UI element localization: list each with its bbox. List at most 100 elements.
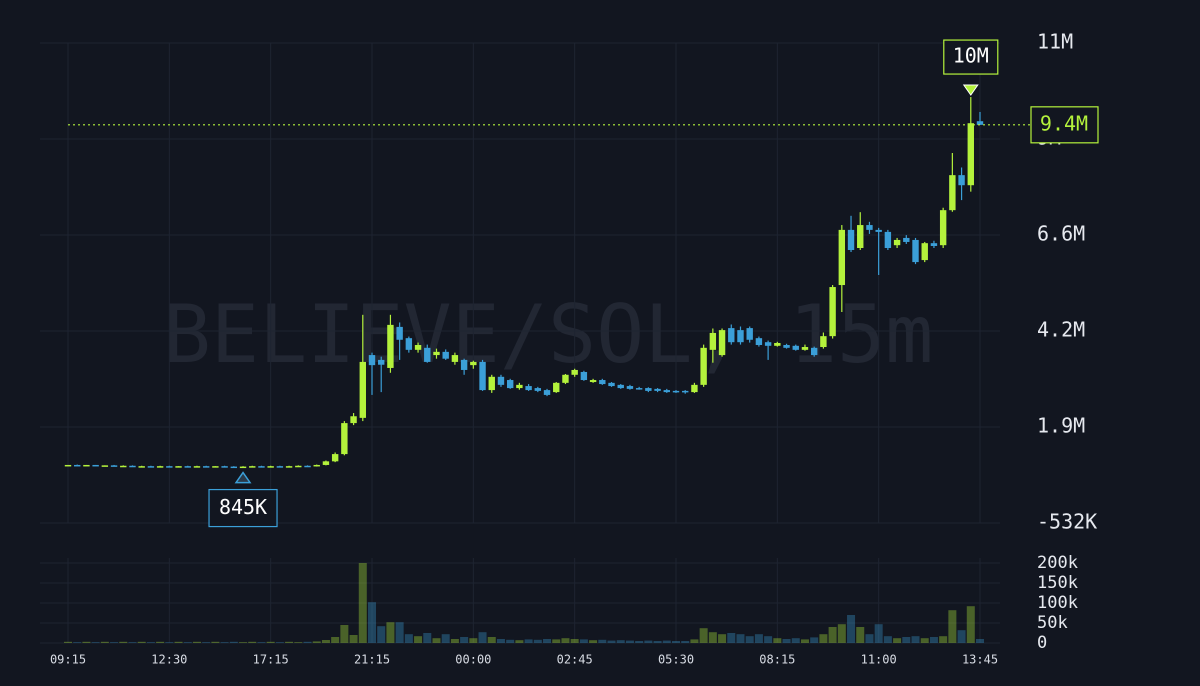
volume-bar <box>644 640 653 643</box>
volume-bar <box>220 642 229 643</box>
volume-bar <box>902 637 911 643</box>
candle-body <box>129 465 136 468</box>
candle-body <box>838 229 846 286</box>
candle-body <box>285 466 293 468</box>
volume-bar <box>966 606 975 643</box>
candle-body <box>202 466 210 468</box>
volume-bar <box>119 641 128 643</box>
volume-bar <box>690 639 699 643</box>
candle-body <box>939 210 947 246</box>
volume-bar <box>211 641 220 643</box>
volume-bar <box>239 642 248 643</box>
x-tick-label: 17:15 <box>253 653 289 667</box>
candle-body <box>74 464 81 467</box>
volume-bar <box>73 642 82 643</box>
candle-body <box>64 464 72 467</box>
candle-body <box>571 369 578 375</box>
candle-body <box>368 355 376 366</box>
volume-bar <box>745 636 754 643</box>
y-tick-label: 4.2M <box>1037 318 1085 342</box>
volume-bar <box>229 641 238 643</box>
volume-bar <box>377 626 386 643</box>
volume-bar <box>874 624 883 643</box>
volume-bar <box>368 602 376 643</box>
candle-body <box>249 466 256 468</box>
volume-bar <box>672 641 680 643</box>
candle-body <box>801 347 809 350</box>
volume-bar <box>303 641 312 643</box>
x-tick-label: 09:15 <box>50 653 86 667</box>
candle-body <box>903 237 910 242</box>
candle-body <box>470 361 477 366</box>
candle-body <box>875 229 882 232</box>
max-marker <box>962 84 979 96</box>
candle-body <box>534 388 542 391</box>
candle-body <box>543 390 551 395</box>
candle-body <box>460 359 468 370</box>
candle-body <box>967 123 974 186</box>
x-tick-label: 05:30 <box>658 653 694 667</box>
volume-bar <box>754 634 763 643</box>
y-tick-label: 6.6M <box>1037 222 1085 246</box>
candle-body <box>331 454 339 462</box>
candle-body <box>212 466 219 468</box>
candle-body <box>147 466 155 468</box>
volume-bar <box>524 639 533 643</box>
volume-bar <box>579 639 588 643</box>
candle-body <box>654 388 661 391</box>
candle-body <box>599 380 606 385</box>
candle-body <box>396 326 403 340</box>
volume-bar <box>625 640 634 643</box>
candle-body <box>516 384 523 389</box>
candle-body <box>857 225 864 249</box>
last-price-box <box>1030 106 1099 144</box>
grid <box>40 42 1000 644</box>
volume-bar <box>248 641 257 643</box>
volume-bar <box>275 642 284 643</box>
volume-bar <box>349 635 358 643</box>
candle-body <box>138 466 145 468</box>
volume-bar <box>865 634 874 643</box>
volume-bar <box>708 632 717 643</box>
y-tick-label: -532K <box>1037 510 1097 534</box>
candle-body <box>221 466 228 468</box>
candle-body <box>451 355 459 362</box>
volume-bar <box>552 639 561 643</box>
volume-bar <box>460 637 469 643</box>
volume-bar <box>561 638 570 643</box>
candle-body <box>276 466 284 468</box>
volume-bar <box>718 634 727 643</box>
candle-body <box>810 347 818 356</box>
marks <box>64 97 984 643</box>
volume-bar <box>358 563 367 643</box>
volume-bar <box>404 634 413 643</box>
volume-bar <box>432 638 441 643</box>
volume-bar <box>487 637 496 643</box>
candle-body <box>110 465 118 467</box>
volume-bar <box>699 628 708 643</box>
volume-bar <box>810 637 819 643</box>
volume-bar <box>727 633 736 643</box>
candle-body <box>378 359 385 365</box>
candle-body <box>893 239 901 246</box>
volume-bar <box>920 638 929 643</box>
volume-tick-label: 200k <box>1037 553 1078 573</box>
candle-body <box>350 416 357 424</box>
volume-bar <box>450 639 459 643</box>
candle-body <box>506 380 514 389</box>
volume-bar <box>156 641 165 643</box>
candle-body <box>682 390 689 393</box>
candle-body <box>921 243 928 261</box>
y-tick-label: 1.9M <box>1037 414 1085 438</box>
candle-body <box>792 345 799 350</box>
volume-bar <box>929 637 938 643</box>
candle-body <box>617 384 624 389</box>
volume-bar <box>616 640 625 643</box>
candle-body <box>442 351 449 359</box>
volume-bar <box>414 636 423 643</box>
volume-bar <box>165 642 174 643</box>
candle-body <box>691 384 698 393</box>
volume-bar <box>948 610 957 643</box>
x-tick-label: 00:00 <box>455 653 491 667</box>
candle-body <box>847 229 855 251</box>
